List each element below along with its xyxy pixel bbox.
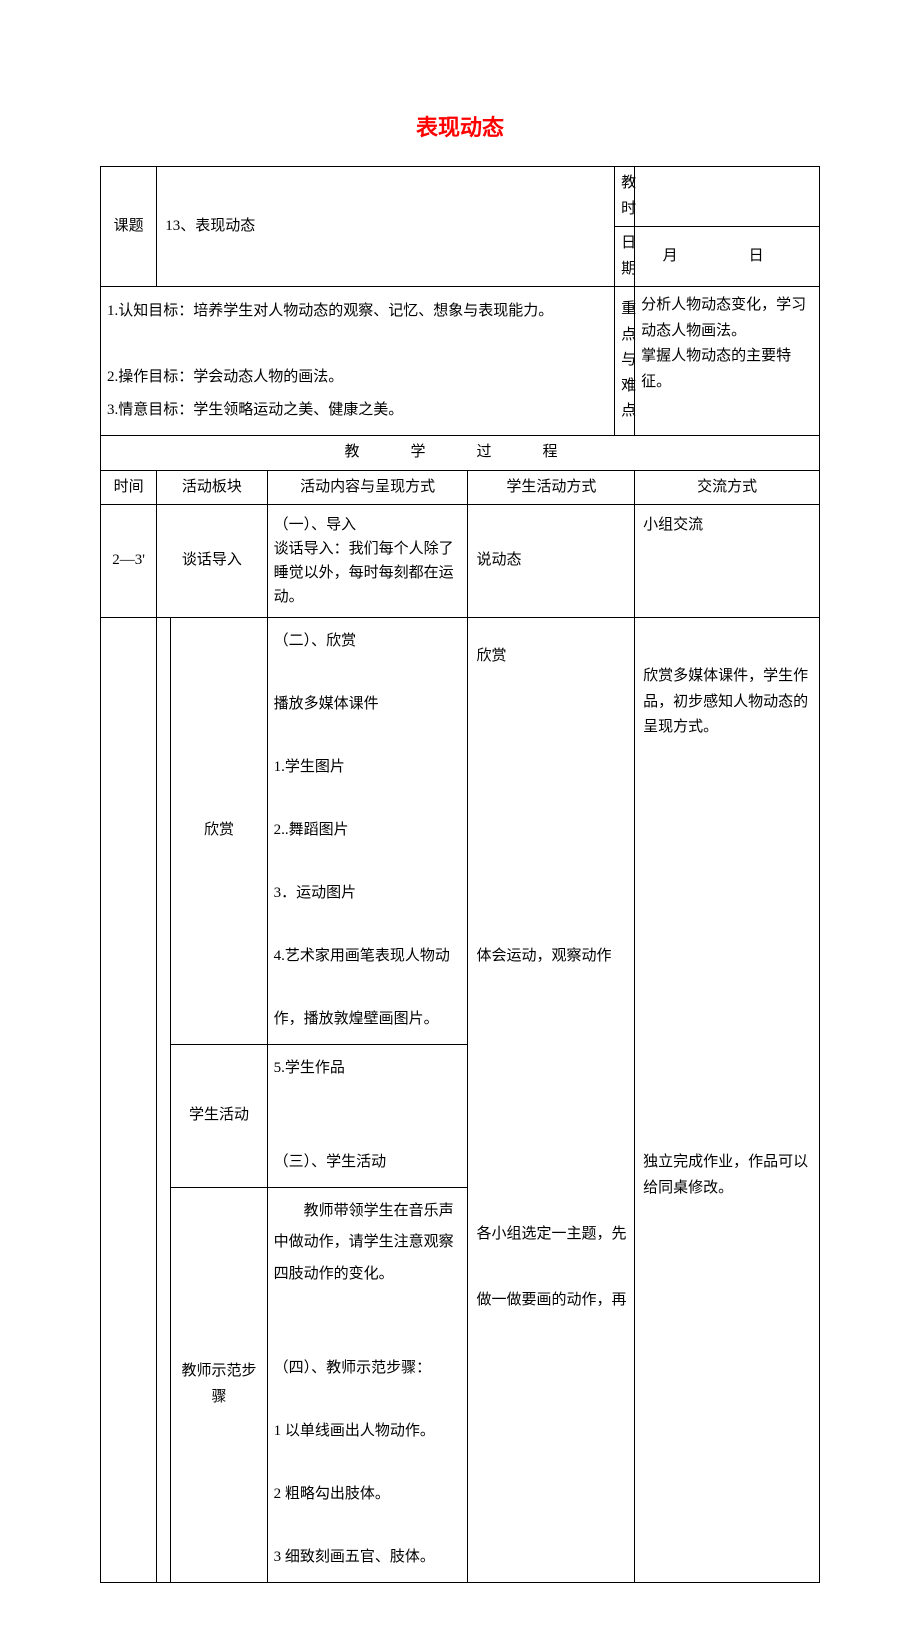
row2-content1: （二）、欣赏 播放多媒体课件 1.学生图片 2..舞蹈图片 3．运动图片 4.艺… bbox=[267, 618, 468, 1045]
row2-content3: 教师带领学生在音乐声中做动作，请学生注意观察四肢动作的变化。 （四）、教师示范步… bbox=[267, 1187, 468, 1582]
topic-label: 课题 bbox=[101, 167, 157, 287]
date-label: 日期 bbox=[615, 227, 635, 287]
row2-block3: 教师示范步骤 bbox=[171, 1187, 267, 1582]
page-title: 表现动态 bbox=[100, 110, 820, 142]
hours-value bbox=[635, 167, 820, 227]
process-header: 教 学 过 程 bbox=[101, 436, 820, 471]
date-value: 月 日 bbox=[635, 227, 820, 287]
col-time: 时间 bbox=[101, 470, 157, 505]
goals-text: 1.认知目标：培养学生对人物动态的观察、记忆、想象与表现能力。 2.操作目标：学… bbox=[101, 287, 615, 436]
row1-content: （一）、导入 谈话导入：我们每个人除了睡觉以外，每时每刻都在运动。 bbox=[267, 505, 468, 618]
row2-block1: 欣赏 bbox=[171, 618, 267, 1045]
row1-block: 谈话导入 bbox=[157, 505, 267, 618]
row1-time: 2—3' bbox=[101, 505, 157, 618]
keypoints-value: 分析人物动态变化，学习动态人物画法。 掌握人物动态的主要特征。 bbox=[635, 287, 820, 436]
row2-exchange1: 欣赏多媒体课件，学生作品，初步感知人物动态的呈现方式。 bbox=[643, 664, 811, 741]
row2-block2: 学生活动 bbox=[171, 1044, 267, 1187]
row1-student: 说动态 bbox=[468, 505, 635, 618]
col-exchange: 交流方式 bbox=[635, 470, 820, 505]
row2-content2: 5.学生作品 （三）、学生活动 bbox=[267, 1044, 468, 1187]
row2-student1: 欣赏 bbox=[476, 644, 506, 670]
col-content: 活动内容与呈现方式 bbox=[267, 470, 468, 505]
row2-time bbox=[101, 618, 157, 1583]
keypoints-label: 重 点 与 难 点 bbox=[615, 287, 635, 436]
row2-student: 欣赏 体会运动，观察动作 各小组选定一主题，先 做一做要画的动作，再 bbox=[468, 618, 635, 1583]
row2-exchange: 欣赏多媒体课件，学生作品，初步感知人物动态的呈现方式。 独立完成作业，作品可以给… bbox=[635, 618, 820, 1583]
row2-student3: 各小组选定一主题，先 做一做要画的动作，再 bbox=[476, 1218, 626, 1317]
spacer-col bbox=[157, 618, 171, 1583]
hours-label: 教时 bbox=[615, 167, 635, 227]
col-student: 学生活动方式 bbox=[468, 470, 635, 505]
topic-value: 13、表现动态 bbox=[157, 167, 615, 287]
col-block: 活动板块 bbox=[157, 470, 267, 505]
row2-student2: 体会运动，观察动作 bbox=[476, 944, 611, 970]
row2-exchange2: 独立完成作业，作品可以给同桌修改。 bbox=[643, 1150, 811, 1201]
row1-exchange: 小组交流 bbox=[635, 505, 820, 618]
lesson-plan-table: 课题 13、表现动态 教时 日期 月 日 1.认知目标：培养学生对人物动态的观察… bbox=[100, 166, 820, 1583]
